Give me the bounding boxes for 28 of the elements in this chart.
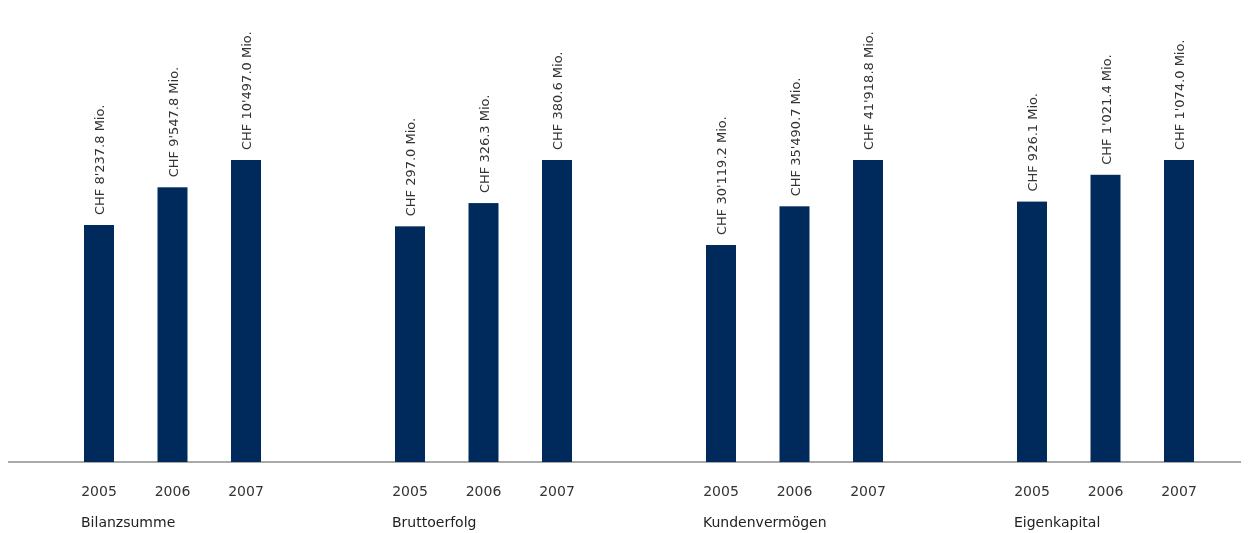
data-label: CHF 8'237.8 Mio. bbox=[92, 104, 107, 215]
data-label: CHF 1'021.4 Mio. bbox=[1098, 54, 1114, 165]
x-tick-label: 2007 bbox=[539, 483, 575, 499]
x-tick-label: 2005 bbox=[81, 483, 117, 499]
x-tick-label: 2007 bbox=[850, 483, 886, 499]
x-tick-label: 2005 bbox=[1014, 483, 1050, 499]
x-tick-label: 2007 bbox=[228, 483, 264, 499]
x-tick-label: 2006 bbox=[154, 483, 191, 499]
x-tick-label: 2007 bbox=[1161, 483, 1197, 499]
data-label: CHF 35'490.7 Mio. bbox=[787, 77, 803, 197]
data-label: CHF 926.1 Mio. bbox=[1025, 93, 1040, 192]
x-axis-title: Bruttoerfolg bbox=[392, 514, 477, 530]
x-tick-label: 2006 bbox=[465, 483, 502, 499]
data-label: CHF 41'918.8 Mio. bbox=[861, 31, 876, 150]
data-label: CHF 297.0 Mio. bbox=[403, 117, 418, 217]
data-label: CHF 10'497.0 Mio. bbox=[239, 31, 254, 150]
x-axis-title: Eigenkapital bbox=[1014, 514, 1101, 530]
data-label: CHF 1'074.0 Mio. bbox=[1172, 39, 1187, 150]
x-tick-label: 2006 bbox=[1087, 483, 1124, 499]
x-tick-label: 2005 bbox=[703, 483, 739, 499]
x-tick-label: 2005 bbox=[392, 483, 428, 499]
x-axis-title: Kundenvermögen bbox=[703, 514, 827, 530]
data-label: CHF 9'547.8 Mio. bbox=[165, 66, 181, 178]
x-tick-label: 2006 bbox=[776, 483, 813, 499]
data-label: CHF 30'119.2 Mio. bbox=[714, 116, 729, 236]
x-axis-title: Bilanzsumme bbox=[81, 514, 176, 530]
data-label: CHF 326.3 Mio. bbox=[476, 94, 492, 194]
data-label: CHF 380.6 Mio. bbox=[550, 51, 565, 150]
